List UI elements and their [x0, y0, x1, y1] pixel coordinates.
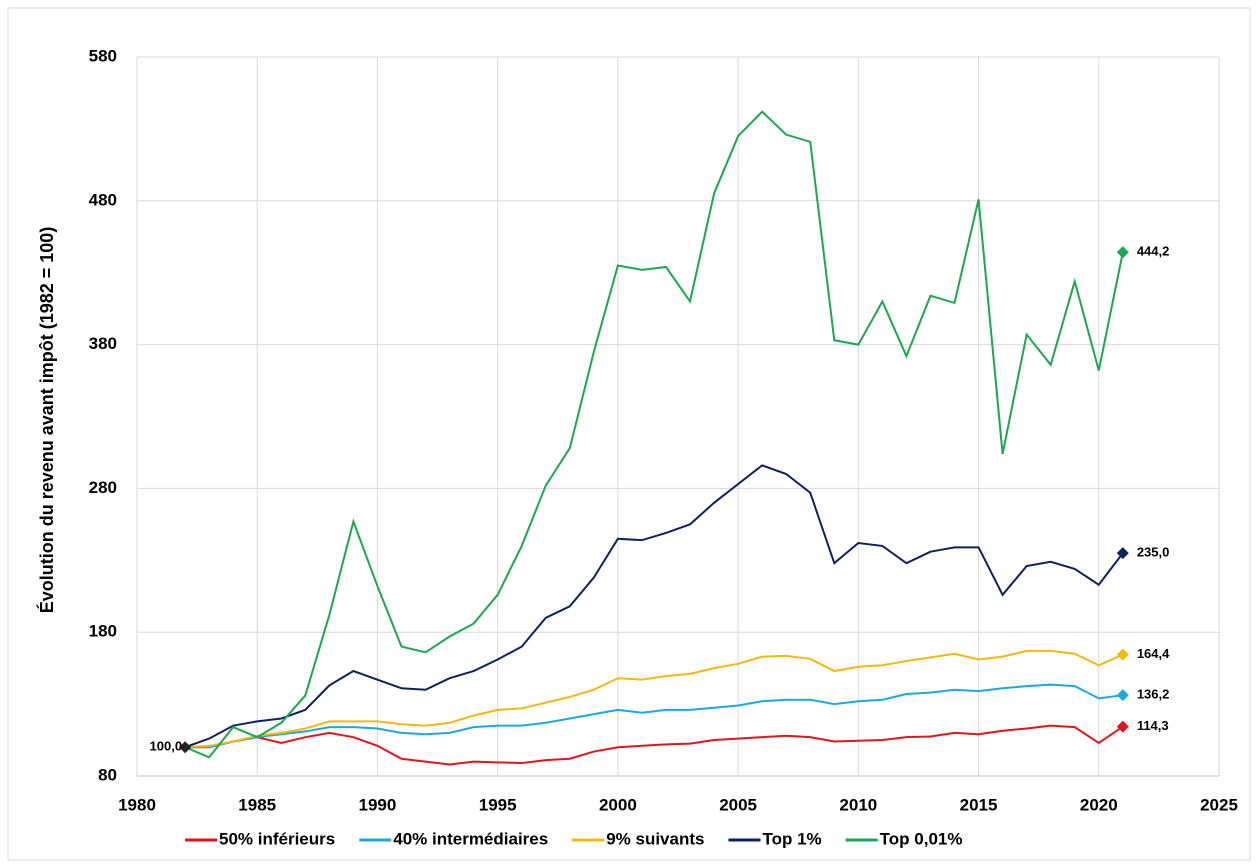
x-tick-label: 2005 — [719, 795, 757, 814]
data-label: 164,4 — [1137, 646, 1170, 661]
x-tick-label: 2000 — [599, 795, 637, 814]
series-line — [185, 649, 1124, 749]
y-tick-label: 580 — [89, 46, 117, 65]
point-marker — [1116, 547, 1129, 560]
x-tick-label: 1990 — [359, 795, 397, 814]
data-label: 235,0 — [1137, 545, 1170, 560]
legend-label: 40% intermédiaires — [393, 829, 548, 848]
x-tick-label: 2020 — [1080, 795, 1118, 814]
point-marker — [179, 741, 192, 754]
series-line — [184, 464, 1124, 749]
chart-border — [7, 7, 1251, 861]
x-tick-label: 1985 — [238, 795, 276, 814]
y-tick-label: 280 — [89, 478, 117, 497]
point-marker — [1116, 720, 1129, 733]
x-tick-label: 2025 — [1200, 795, 1238, 814]
data-label: 136,2 — [1137, 687, 1170, 702]
y-tick-label: 180 — [89, 622, 117, 641]
y-tick-label: 480 — [89, 190, 117, 209]
legend-label: 9% suivants — [606, 829, 704, 848]
data-label: 114,3 — [1137, 718, 1169, 733]
x-tick-label: 1995 — [479, 795, 517, 814]
x-tick-label: 1980 — [118, 795, 156, 814]
y-axis-title: Évolution du revenu avant impôt (1982 = … — [36, 227, 57, 614]
y-tick-label: 380 — [89, 334, 117, 353]
point-marker — [1116, 689, 1129, 702]
data-label: 444,2 — [1137, 244, 1170, 259]
legend-label: Top 1% — [762, 829, 821, 848]
series-line — [184, 110, 1124, 759]
series-line — [185, 683, 1123, 749]
y-tick-label: 80 — [98, 765, 117, 784]
series-line — [185, 724, 1124, 766]
x-tick-label: 2015 — [960, 795, 998, 814]
point-marker — [1116, 648, 1129, 661]
legend-label: 50% inférieurs — [219, 829, 335, 848]
data-label: 100,0 — [150, 739, 183, 754]
x-tick-label: 2010 — [839, 795, 877, 814]
legend-label: Top 0,01% — [880, 829, 963, 848]
point-marker — [1116, 246, 1129, 259]
